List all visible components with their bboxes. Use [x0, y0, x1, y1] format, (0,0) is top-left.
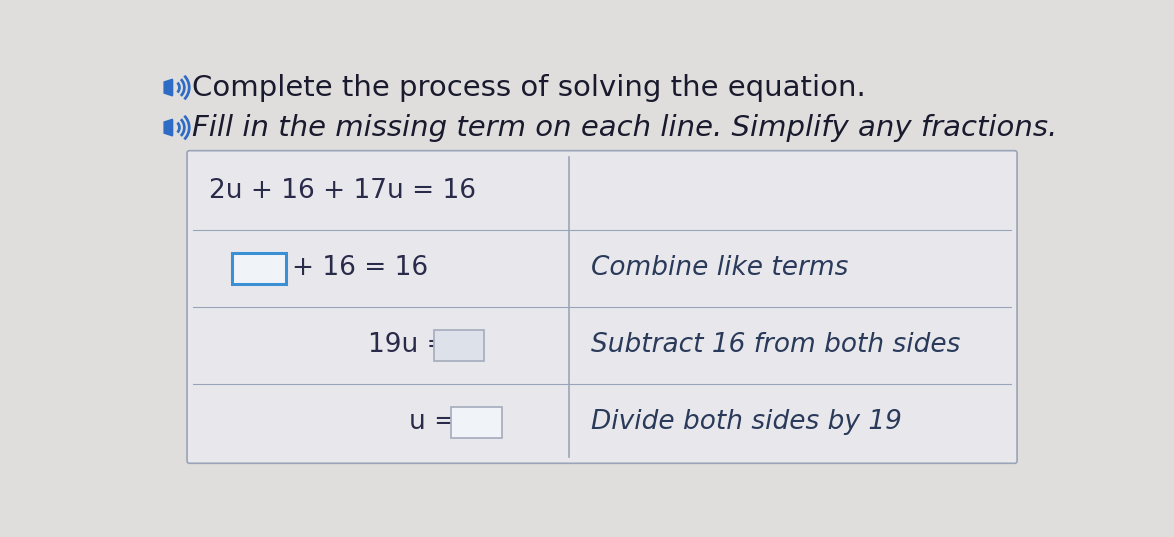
Text: Subtract 16 from both sides: Subtract 16 from both sides — [591, 332, 960, 359]
Text: Combine like terms: Combine like terms — [591, 256, 848, 281]
Text: Fill in the missing term on each line. Simplify any fractions.: Fill in the missing term on each line. S… — [191, 114, 1057, 142]
Text: 19u =: 19u = — [367, 332, 448, 359]
Polygon shape — [164, 79, 173, 96]
FancyBboxPatch shape — [187, 151, 1017, 463]
Text: u =: u = — [409, 410, 456, 436]
Polygon shape — [168, 81, 173, 95]
Text: Divide both sides by 19: Divide both sides by 19 — [591, 410, 902, 436]
Text: 2u + 16 + 17u = 16: 2u + 16 + 17u = 16 — [209, 178, 475, 205]
Bar — [232, 253, 286, 284]
Bar — [451, 407, 501, 438]
Polygon shape — [168, 121, 173, 134]
Polygon shape — [164, 119, 173, 136]
Text: + 16 = 16: + 16 = 16 — [292, 256, 429, 281]
Bar — [433, 330, 484, 361]
Text: Complete the process of solving the equation.: Complete the process of solving the equa… — [191, 74, 865, 101]
